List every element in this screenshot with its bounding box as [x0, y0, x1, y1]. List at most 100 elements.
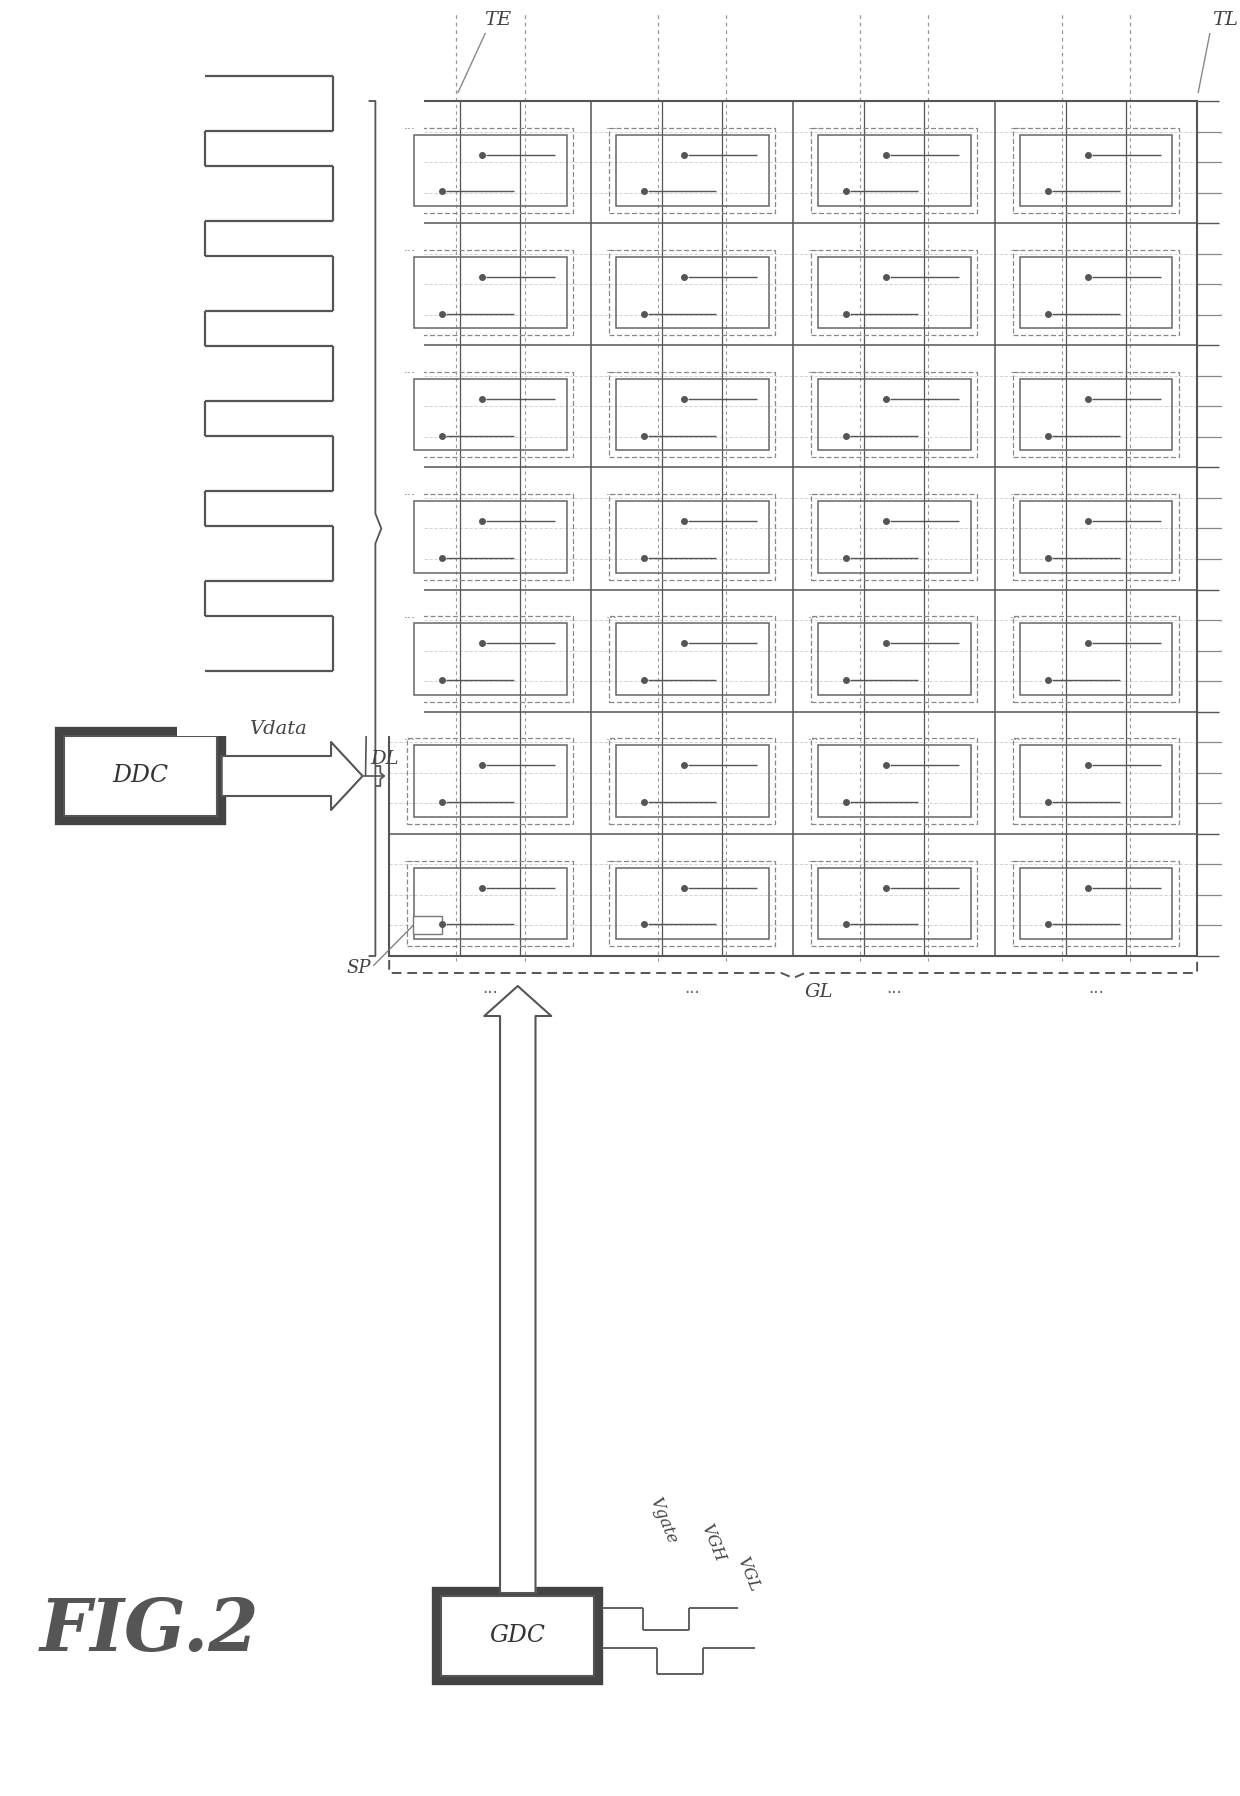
Bar	[414, 745, 567, 817]
Bar	[616, 867, 769, 939]
Polygon shape	[485, 986, 552, 1593]
Bar	[1013, 372, 1179, 458]
Text: ...: ...	[1009, 241, 1022, 253]
Bar	[811, 860, 977, 946]
Text: SP: SP	[347, 959, 372, 977]
Bar	[414, 379, 567, 451]
Bar	[811, 494, 977, 580]
Text: DDC: DDC	[113, 765, 169, 787]
Bar	[616, 257, 769, 329]
Text: TE: TE	[484, 11, 511, 29]
Bar	[436, 1591, 599, 1681]
Bar	[609, 860, 775, 946]
Bar	[1019, 379, 1173, 451]
Text: ...: ...	[1009, 729, 1022, 742]
Bar	[818, 501, 971, 573]
Text: ...: ...	[605, 729, 618, 742]
Text: FIG.2: FIG.2	[40, 1595, 259, 1667]
Text: ...: ...	[1009, 851, 1022, 866]
Bar	[811, 616, 977, 702]
Bar	[1013, 616, 1179, 702]
Text: ...: ...	[605, 607, 618, 620]
Text: VGL: VGL	[733, 1554, 763, 1595]
Bar	[818, 135, 971, 207]
Text: ...: ...	[807, 119, 820, 131]
Text: ...: ...	[605, 851, 618, 866]
Bar	[407, 494, 573, 580]
Bar	[609, 616, 775, 702]
Bar	[413, 916, 443, 934]
Bar	[818, 379, 971, 451]
Bar	[616, 501, 769, 573]
Bar	[407, 860, 573, 946]
Bar	[609, 372, 775, 458]
Bar	[1013, 494, 1179, 580]
Text: ...: ...	[403, 851, 415, 866]
Bar	[1013, 738, 1179, 824]
Text: ...: ...	[807, 851, 820, 866]
Text: ...: ...	[684, 979, 701, 997]
Polygon shape	[222, 742, 362, 810]
Bar	[1019, 257, 1173, 329]
Text: ...: ...	[403, 119, 415, 131]
Text: ...: ...	[1009, 485, 1022, 497]
Text: ...: ...	[403, 241, 415, 253]
Bar	[177, 36, 424, 736]
Text: ...: ...	[605, 119, 618, 131]
Bar	[811, 372, 977, 458]
Text: ...: ...	[807, 241, 820, 253]
Bar	[1019, 501, 1173, 573]
Bar	[609, 494, 775, 580]
Text: ...: ...	[887, 979, 901, 997]
Bar	[407, 372, 573, 458]
Text: ...: ...	[807, 485, 820, 497]
Text: Vdata: Vdata	[249, 720, 308, 738]
Bar	[811, 250, 977, 336]
Bar	[818, 257, 971, 329]
Text: ...: ...	[605, 485, 618, 497]
Bar	[407, 128, 573, 214]
Bar	[811, 128, 977, 214]
Text: ...: ...	[807, 607, 820, 620]
Bar	[414, 501, 567, 573]
Bar	[811, 738, 977, 824]
Bar	[441, 1597, 594, 1676]
Text: ...: ...	[403, 607, 415, 620]
Text: GDC: GDC	[490, 1625, 546, 1647]
Bar	[407, 738, 573, 824]
Text: GL: GL	[805, 982, 833, 1000]
Bar	[616, 135, 769, 207]
Bar	[414, 623, 567, 695]
Text: ...: ...	[1009, 607, 1022, 620]
Text: TL: TL	[1211, 11, 1238, 29]
Bar	[1013, 250, 1179, 336]
Bar	[1019, 623, 1173, 695]
Bar	[1019, 135, 1173, 207]
Bar	[616, 745, 769, 817]
Text: VGH: VGH	[697, 1521, 728, 1564]
Bar	[414, 867, 567, 939]
Bar	[1019, 867, 1173, 939]
Bar	[60, 731, 222, 821]
Text: ...: ...	[807, 729, 820, 742]
Bar	[609, 250, 775, 336]
Bar	[818, 745, 971, 817]
Text: ...: ...	[605, 241, 618, 253]
Bar	[64, 736, 217, 815]
Bar	[407, 250, 573, 336]
Text: DL: DL	[371, 751, 399, 769]
Text: ...: ...	[403, 485, 415, 497]
Bar	[616, 379, 769, 451]
Bar	[1019, 745, 1173, 817]
Text: ...: ...	[1009, 119, 1022, 131]
Text: Vgate: Vgate	[646, 1494, 681, 1546]
Bar	[407, 616, 573, 702]
Text: ...: ...	[605, 363, 618, 375]
Text: ...: ...	[807, 363, 820, 375]
Bar	[616, 623, 769, 695]
Bar	[609, 128, 775, 214]
Bar	[1013, 860, 1179, 946]
Bar	[609, 738, 775, 824]
Bar	[414, 257, 567, 329]
Text: ...: ...	[1009, 363, 1022, 375]
